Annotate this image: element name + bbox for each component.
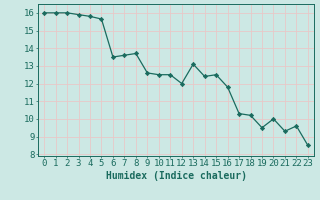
- X-axis label: Humidex (Indice chaleur): Humidex (Indice chaleur): [106, 171, 246, 181]
